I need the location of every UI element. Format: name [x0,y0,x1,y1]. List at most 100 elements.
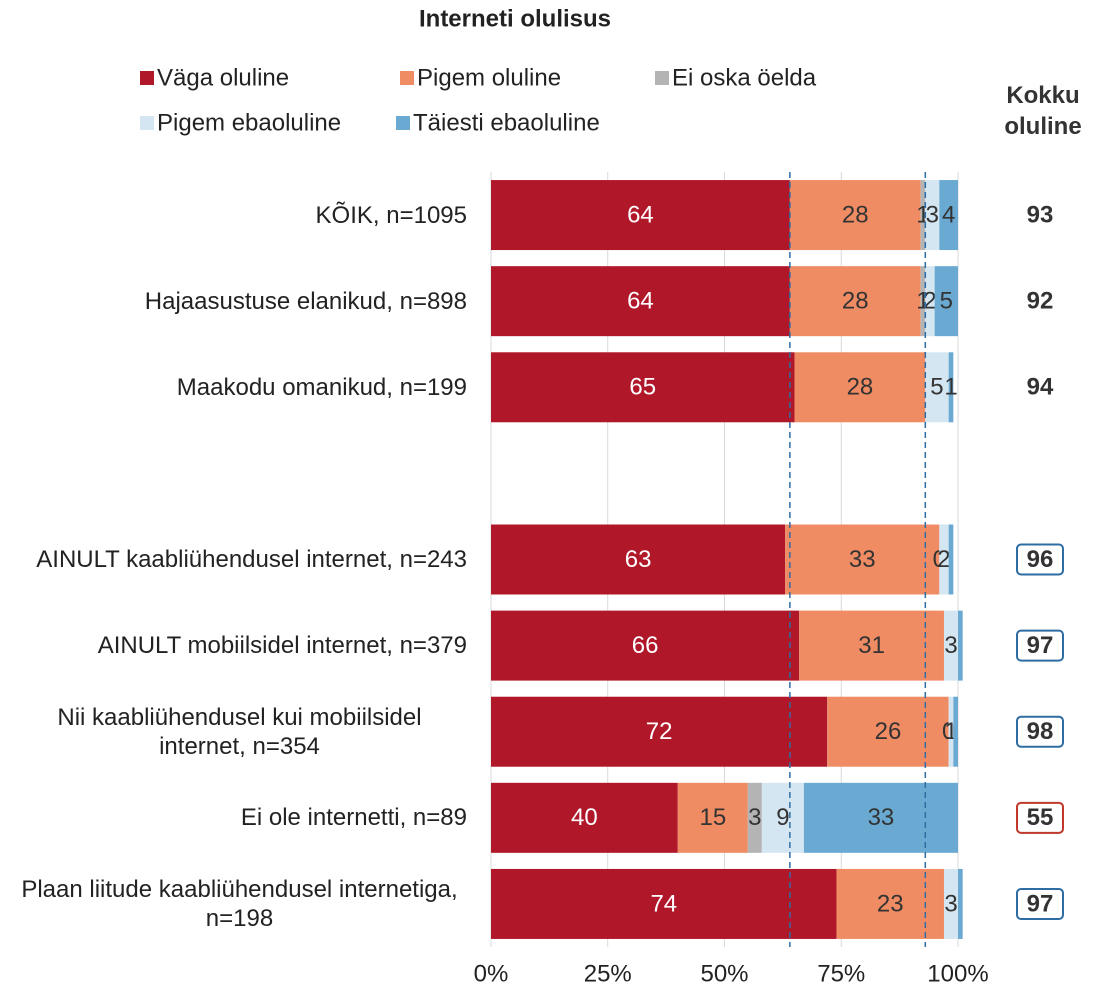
category-text: Nii kaabliühendusel kui mobiilsidel inte… [57,703,422,760]
bar-segment [747,782,762,853]
bar-segment [958,610,963,681]
category-label: KÕIK, n=1095 [316,175,467,255]
bar-segment [677,782,748,853]
category-label: Ei ole internetti, n=89 [241,778,467,858]
bar-segment [761,782,804,853]
bar-segment [939,180,958,251]
bar-segment [491,782,678,853]
x-tick-label: 75% [817,960,865,987]
bar-segment [948,524,954,595]
bar-segment [836,868,944,939]
category-text: KÕIK, n=1095 [315,201,467,229]
bar-segment [925,266,935,337]
data-label: 28 [847,374,874,401]
data-label: 66 [632,632,659,659]
data-label: 5 [930,374,943,401]
bar-segment [943,868,958,939]
data-label: 72 [646,718,673,745]
data-label: 1 [944,374,957,401]
bar-segment [799,610,944,681]
category-label: AINULT mobiilsidel internet, n=379 [98,606,467,686]
total-value: 93 [1027,201,1054,228]
legend-swatch [140,116,154,130]
legend-label: Pigem oluline [417,64,561,91]
data-label: 65 [629,374,656,401]
total-value: 97 [1027,890,1054,917]
bar-segment [794,352,926,423]
category-label: Nii kaabliühendusel kui mobiilsidel inte… [12,692,467,772]
bar-segment [491,524,786,595]
data-label: 2 [937,546,950,573]
total-value: 98 [1027,718,1054,745]
legend-label: Väga oluline [157,64,289,91]
data-label: 64 [627,201,654,228]
legend-swatch [140,71,154,85]
category-label: Hajaasustuse elanikud, n=898 [145,261,467,341]
data-label: 28 [842,288,869,315]
data-label: 23 [877,890,904,917]
bar-segment [925,180,940,251]
legend-label: Ei oska öelda [672,64,817,91]
bar-segment [491,180,790,251]
x-tick-label: 100% [927,960,988,987]
data-label: 31 [858,632,885,659]
total-value: 97 [1027,632,1054,659]
category-text: AINULT kaabliühendusel internet, n=243 [36,546,467,573]
legend-label: Pigem ebaoluline [157,109,341,136]
bar-segment [939,524,949,595]
data-label: 3 [944,890,957,917]
x-tick-label: 0% [474,960,509,987]
category-text: Plaan liitude kaabliühendusel internetig… [21,875,458,932]
category-label: AINULT kaabliühendusel internet, n=243 [36,520,467,600]
category-text: Ei ole internetti, n=89 [240,804,467,832]
totals-title: Kokku oluline [1004,82,1082,140]
data-label: 5 [940,288,953,315]
data-label: 26 [875,718,902,745]
data-label: 15 [699,804,726,831]
total-box [1016,629,1064,662]
total-value: 92 [1027,288,1054,315]
bar-segment [925,352,949,423]
data-label: 74 [650,890,677,917]
total-value: 94 [1027,374,1054,401]
bar-segment [920,266,926,337]
data-label: 40 [571,804,598,831]
chart-title: Interneti olulisus [419,5,611,32]
data-label: 63 [625,546,652,573]
total-box [1016,887,1064,920]
legend-swatch [396,116,410,130]
bar-segment [958,868,963,939]
bar-segment [948,696,954,767]
legend-swatch [400,71,414,85]
data-label: 64 [627,288,654,315]
bar-segment [491,266,790,337]
total-box [1016,543,1064,576]
bar-segment [491,868,837,939]
bar-segment [789,266,921,337]
total-box [1016,715,1064,748]
data-label: 3 [926,201,939,228]
total-value: 96 [1027,546,1054,573]
bar-segment [491,352,795,423]
bar-segment [920,180,926,251]
data-label: 33 [849,546,876,573]
category-text: Hajaasustuse elanikud, n=898 [144,287,467,315]
total-value: 55 [1027,804,1054,831]
bar-segment [943,610,958,681]
category-text: Maakodu omanikud, n=199 [176,373,467,401]
bar-segment [827,696,949,767]
data-label: 33 [868,804,895,831]
bar-segment [953,696,958,767]
x-tick-label: 25% [584,960,632,987]
data-label: 2 [923,288,936,315]
bar-segment [785,524,940,595]
data-label: 3 [944,632,957,659]
x-tick-label: 50% [700,960,748,987]
data-label: 9 [776,804,789,831]
bar-segment [934,266,958,337]
data-label: 4 [942,201,955,228]
category-label: Maakodu omanikud, n=199 [177,347,467,427]
data-label: 28 [842,201,869,228]
